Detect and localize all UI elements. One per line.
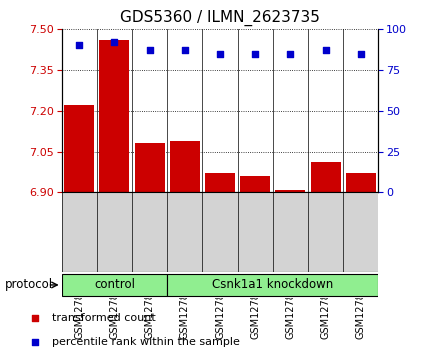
Point	[357, 51, 364, 57]
Bar	[240, 176, 270, 192]
Bar	[275, 190, 305, 192]
Bar	[205, 174, 235, 192]
Bar	[64, 105, 94, 192]
Point	[31, 339, 38, 344]
Point	[287, 51, 294, 57]
Point	[216, 51, 224, 57]
Bar	[346, 174, 376, 192]
Point	[31, 315, 38, 321]
Bar	[311, 163, 341, 192]
Point	[322, 48, 329, 53]
Point	[76, 42, 83, 48]
Text: percentile rank within the sample: percentile rank within the sample	[52, 337, 240, 347]
Text: transformed count: transformed count	[52, 313, 156, 323]
Point	[252, 51, 259, 57]
Text: Csnk1a1 knockdown: Csnk1a1 knockdown	[212, 278, 334, 291]
Bar	[99, 40, 129, 192]
Bar	[135, 143, 165, 192]
Text: protocol: protocol	[4, 278, 52, 291]
Title: GDS5360 / ILMN_2623735: GDS5360 / ILMN_2623735	[120, 10, 320, 26]
Bar	[167, 274, 378, 296]
Bar	[62, 274, 167, 296]
Bar	[170, 141, 200, 192]
Point	[146, 48, 153, 53]
Point	[181, 48, 188, 53]
Point	[111, 39, 118, 45]
Text: control: control	[94, 278, 135, 291]
